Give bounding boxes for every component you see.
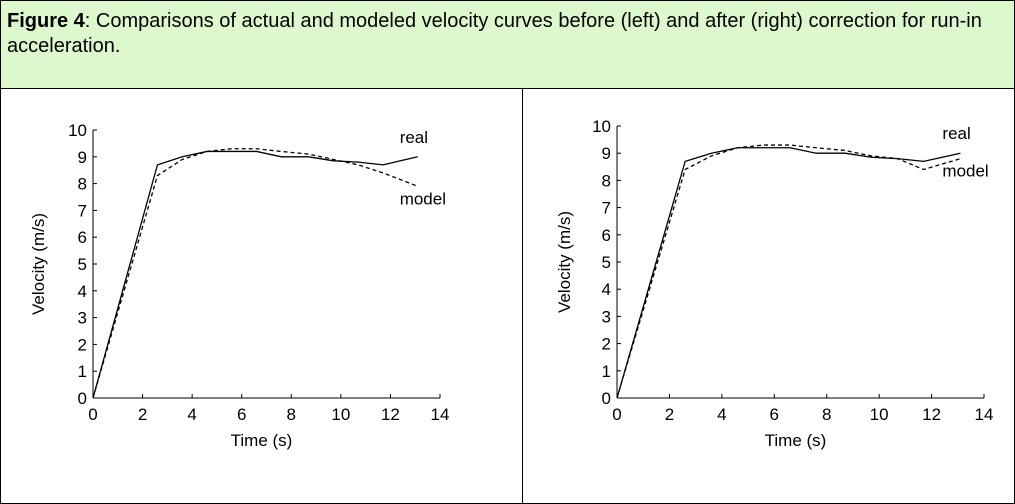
series-line	[92, 148, 418, 399]
y-tick-label: 6	[602, 226, 611, 245]
y-tick-label: 10	[592, 117, 611, 136]
x-tick-label: 4	[717, 405, 726, 424]
x-axis-label: Time (s)	[231, 431, 293, 450]
x-tick-label: 6	[770, 405, 779, 424]
y-tick-label: 0	[78, 389, 87, 408]
series-label: real	[942, 124, 970, 143]
y-tick-label: 7	[78, 201, 87, 220]
caption-label: Figure 4	[7, 10, 85, 32]
caption: Figure 4: Comparisons of actual and mode…	[0, 0, 1015, 89]
x-tick-label: 12	[922, 405, 941, 424]
x-tick-label: 8	[287, 405, 296, 424]
x-tick-label: 10	[331, 405, 350, 424]
x-tick-label: 2	[138, 405, 147, 424]
x-tick-label: 0	[612, 405, 621, 424]
y-tick-label: 10	[68, 121, 87, 140]
y-tick-label: 2	[602, 335, 611, 354]
series-line	[92, 150, 418, 399]
y-axis-label: Velocity (m/s)	[29, 213, 48, 315]
x-tick-label: 6	[237, 405, 246, 424]
y-tick-label: 3	[602, 307, 611, 326]
y-tick-label: 1	[78, 362, 87, 381]
y-tick-label: 9	[602, 144, 611, 163]
y-tick-label: 3	[78, 309, 87, 328]
y-tick-label: 4	[78, 282, 87, 301]
y-tick-label: 8	[602, 171, 611, 190]
x-tick-label: 14	[431, 405, 450, 424]
caption-text: : Comparisons of actual and modeled velo…	[7, 10, 982, 57]
x-axis-label: Time (s)	[765, 431, 827, 450]
series-label: model	[942, 162, 988, 181]
y-tick-label: 8	[78, 175, 87, 194]
series-label: model	[400, 189, 446, 208]
series-line	[616, 144, 961, 399]
x-tick-label: 14	[975, 405, 994, 424]
y-tick-label: 2	[78, 335, 87, 354]
x-tick-label: 10	[870, 405, 889, 424]
x-tick-label: 12	[381, 405, 400, 424]
y-tick-label: 6	[78, 228, 87, 247]
y-tick-label: 4	[602, 280, 611, 299]
y-tick-label: 9	[78, 148, 87, 167]
x-tick-label: 8	[822, 405, 831, 424]
y-tick-label: 1	[602, 362, 611, 381]
series-label: real	[400, 128, 428, 147]
x-tick-label: 4	[187, 405, 196, 424]
y-tick-label: 5	[78, 255, 87, 274]
x-tick-label: 2	[665, 405, 674, 424]
x-tick-label: 0	[88, 405, 97, 424]
series-line	[616, 147, 961, 399]
y-axis-label: Velocity (m/s)	[555, 211, 574, 313]
y-tick-label: 5	[602, 253, 611, 272]
y-tick-label: 7	[602, 199, 611, 218]
y-tick-label: 0	[602, 389, 611, 408]
